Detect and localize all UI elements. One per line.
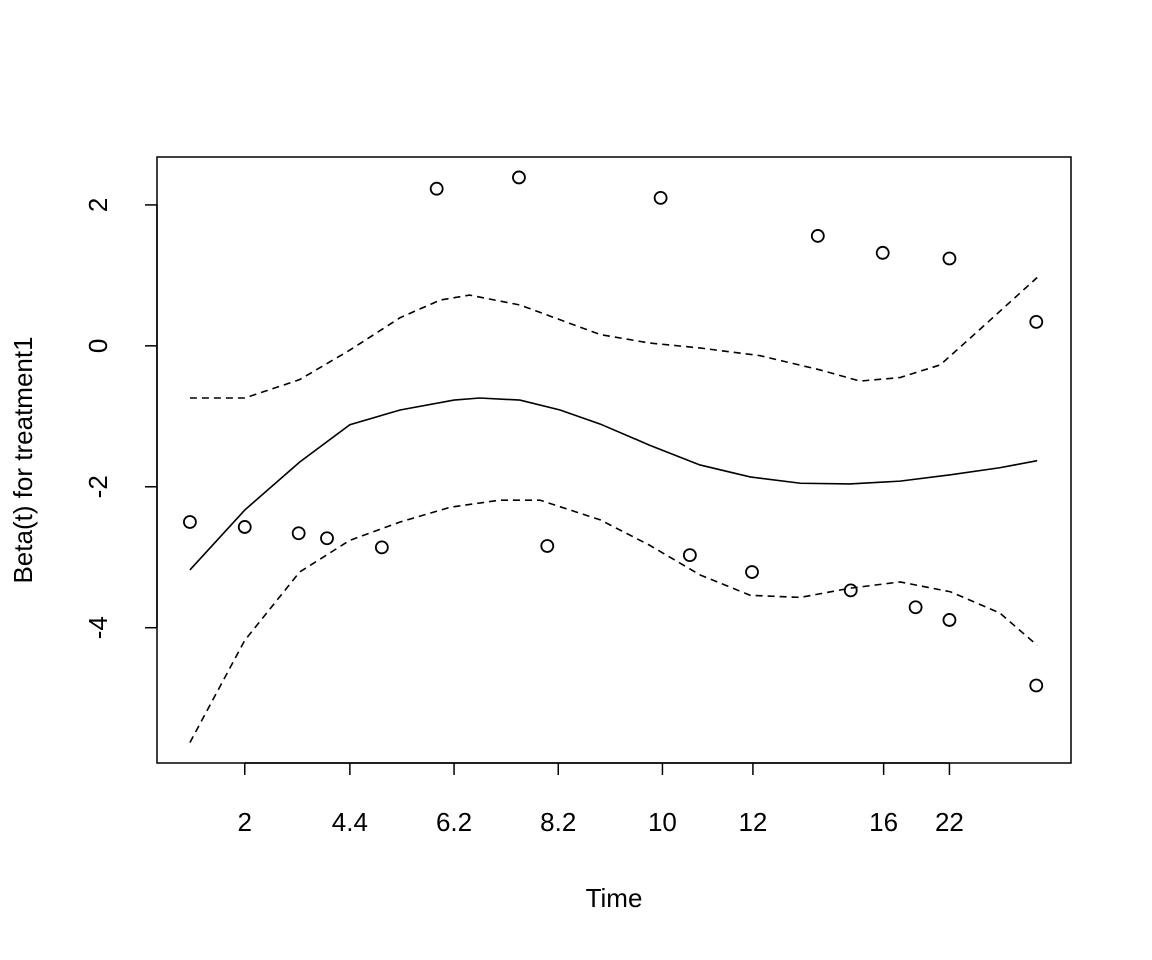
data-point (810, 229, 825, 243)
data-point (183, 515, 197, 529)
data-point (908, 600, 923, 615)
y-tick-label: -2 (83, 475, 113, 498)
data-point (1029, 678, 1044, 693)
y-tick-label: 0 (83, 339, 113, 353)
data-point (942, 613, 957, 627)
x-tick-label: 22 (935, 807, 964, 837)
data-point (682, 548, 697, 563)
x-tick-label: 16 (869, 807, 898, 837)
data-point (429, 181, 444, 196)
data-point (843, 583, 858, 598)
data-point (540, 539, 555, 553)
plot-box (156, 156, 1072, 764)
confidence-line (189, 499, 1038, 743)
y-tick-label: 2 (83, 198, 113, 212)
x-tick-label: 2 (238, 807, 252, 837)
x-tick-label: 6.2 (436, 807, 472, 837)
data-point (745, 565, 759, 579)
x-tick-label: 8.2 (540, 807, 576, 837)
data-point (653, 190, 668, 205)
data-point (875, 245, 890, 260)
data-point (291, 526, 306, 541)
confidence-line (189, 276, 1038, 399)
y-tick-label: -4 (83, 616, 113, 639)
x-tick-label: 12 (738, 807, 767, 837)
y-axis-label: Beta(t) for treatment1 (8, 336, 38, 583)
data-point (512, 170, 526, 185)
data-point (942, 251, 957, 266)
data-point (320, 531, 334, 546)
x-axis-label: Time (586, 883, 643, 913)
fit-line (189, 397, 1038, 571)
x-tick-label: 4.4 (332, 807, 368, 837)
data-point (374, 540, 389, 555)
x-tick-label: 10 (648, 807, 677, 837)
data-point (237, 520, 252, 534)
data-point (1029, 314, 1044, 329)
